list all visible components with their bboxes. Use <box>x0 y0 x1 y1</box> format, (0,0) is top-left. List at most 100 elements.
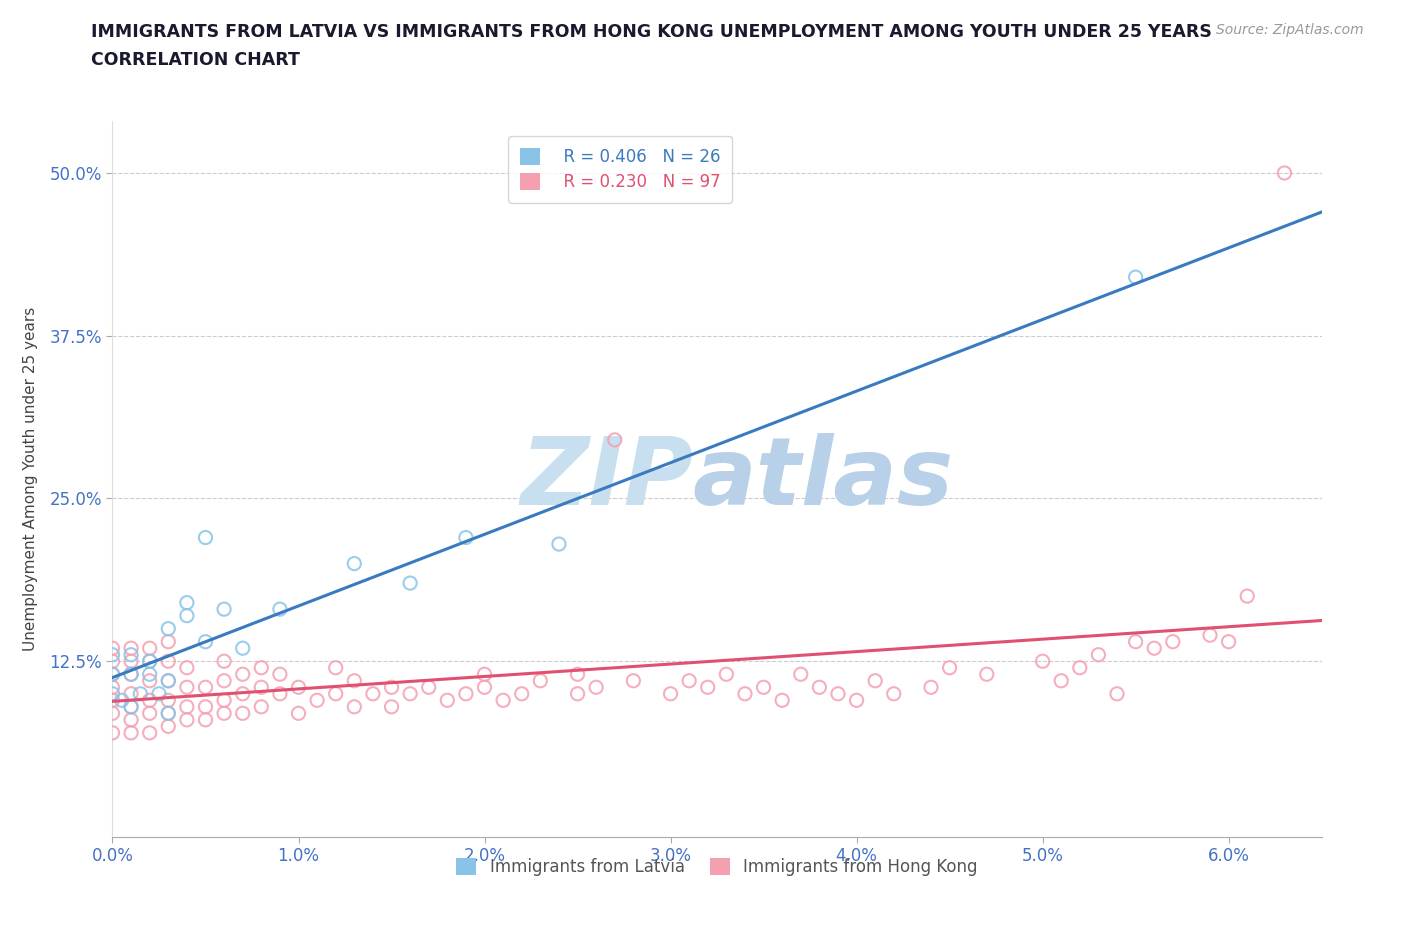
Point <box>157 706 180 721</box>
Point <box>129 686 152 701</box>
Point <box>176 680 198 695</box>
Point <box>176 699 198 714</box>
Point <box>138 667 160 682</box>
Point <box>138 654 160 669</box>
Point <box>269 667 291 682</box>
Point <box>101 667 124 682</box>
Point <box>1105 686 1128 701</box>
Point <box>734 686 756 701</box>
Point <box>1050 673 1073 688</box>
Point <box>454 530 477 545</box>
Point <box>567 686 589 701</box>
Point <box>250 660 273 675</box>
Point <box>361 686 384 701</box>
Point <box>845 693 868 708</box>
Point <box>1161 634 1184 649</box>
Point <box>111 693 134 708</box>
Point <box>101 706 124 721</box>
Point <box>827 686 849 701</box>
Point <box>752 680 775 695</box>
Point <box>287 680 309 695</box>
Point <box>120 725 142 740</box>
Point <box>529 673 551 688</box>
Text: CORRELATION CHART: CORRELATION CHART <box>91 51 301 69</box>
Point <box>157 673 180 688</box>
Point <box>399 686 422 701</box>
Point <box>1143 641 1166 656</box>
Point <box>157 706 180 721</box>
Point <box>157 693 180 708</box>
Point <box>120 654 142 669</box>
Point <box>176 608 198 623</box>
Point <box>194 680 217 695</box>
Point <box>863 673 886 688</box>
Point <box>380 680 402 695</box>
Point <box>194 712 217 727</box>
Point <box>232 686 254 701</box>
Point <box>883 686 905 701</box>
Point <box>474 667 496 682</box>
Point <box>120 667 142 682</box>
Text: IMMIGRANTS FROM LATVIA VS IMMIGRANTS FROM HONG KONG UNEMPLOYMENT AMONG YOUTH UND: IMMIGRANTS FROM LATVIA VS IMMIGRANTS FRO… <box>91 23 1212 41</box>
Point <box>603 432 626 447</box>
Point <box>1199 628 1222 643</box>
Point <box>1125 634 1147 649</box>
Point <box>585 680 607 695</box>
Point <box>343 673 366 688</box>
Point <box>194 699 217 714</box>
Point <box>1125 270 1147 285</box>
Point <box>548 537 571 551</box>
Point <box>1069 660 1091 675</box>
Point <box>176 712 198 727</box>
Point <box>101 654 124 669</box>
Point <box>120 699 142 714</box>
Legend: Immigrants from Latvia, Immigrants from Hong Kong: Immigrants from Latvia, Immigrants from … <box>450 851 984 883</box>
Point <box>232 706 254 721</box>
Point <box>157 673 180 688</box>
Point <box>343 699 366 714</box>
Point <box>212 693 235 708</box>
Point <box>659 686 682 701</box>
Point <box>269 602 291 617</box>
Point <box>194 634 217 649</box>
Point <box>510 686 533 701</box>
Point <box>454 686 477 701</box>
Point <box>157 621 180 636</box>
Point <box>250 699 273 714</box>
Point <box>343 556 366 571</box>
Point <box>138 693 160 708</box>
Point <box>101 686 124 701</box>
Point <box>232 667 254 682</box>
Point <box>1032 654 1054 669</box>
Point <box>120 667 142 682</box>
Point <box>157 654 180 669</box>
Point <box>418 680 440 695</box>
Point <box>920 680 942 695</box>
Point <box>770 693 793 708</box>
Point <box>212 602 235 617</box>
Point <box>212 673 235 688</box>
Point <box>287 706 309 721</box>
Point <box>120 686 142 701</box>
Point <box>157 634 180 649</box>
Point <box>212 706 235 721</box>
Point <box>148 686 170 701</box>
Point <box>325 660 347 675</box>
Point <box>474 680 496 695</box>
Point <box>938 660 960 675</box>
Point <box>101 641 124 656</box>
Point <box>120 647 142 662</box>
Point <box>212 654 235 669</box>
Point <box>176 595 198 610</box>
Point <box>790 667 813 682</box>
Point <box>399 576 422 591</box>
Point <box>380 699 402 714</box>
Point <box>138 654 160 669</box>
Point <box>1236 589 1258 604</box>
Point <box>101 693 124 708</box>
Point <box>120 641 142 656</box>
Point <box>194 530 217 545</box>
Point <box>808 680 831 695</box>
Point <box>176 660 198 675</box>
Point <box>101 667 124 682</box>
